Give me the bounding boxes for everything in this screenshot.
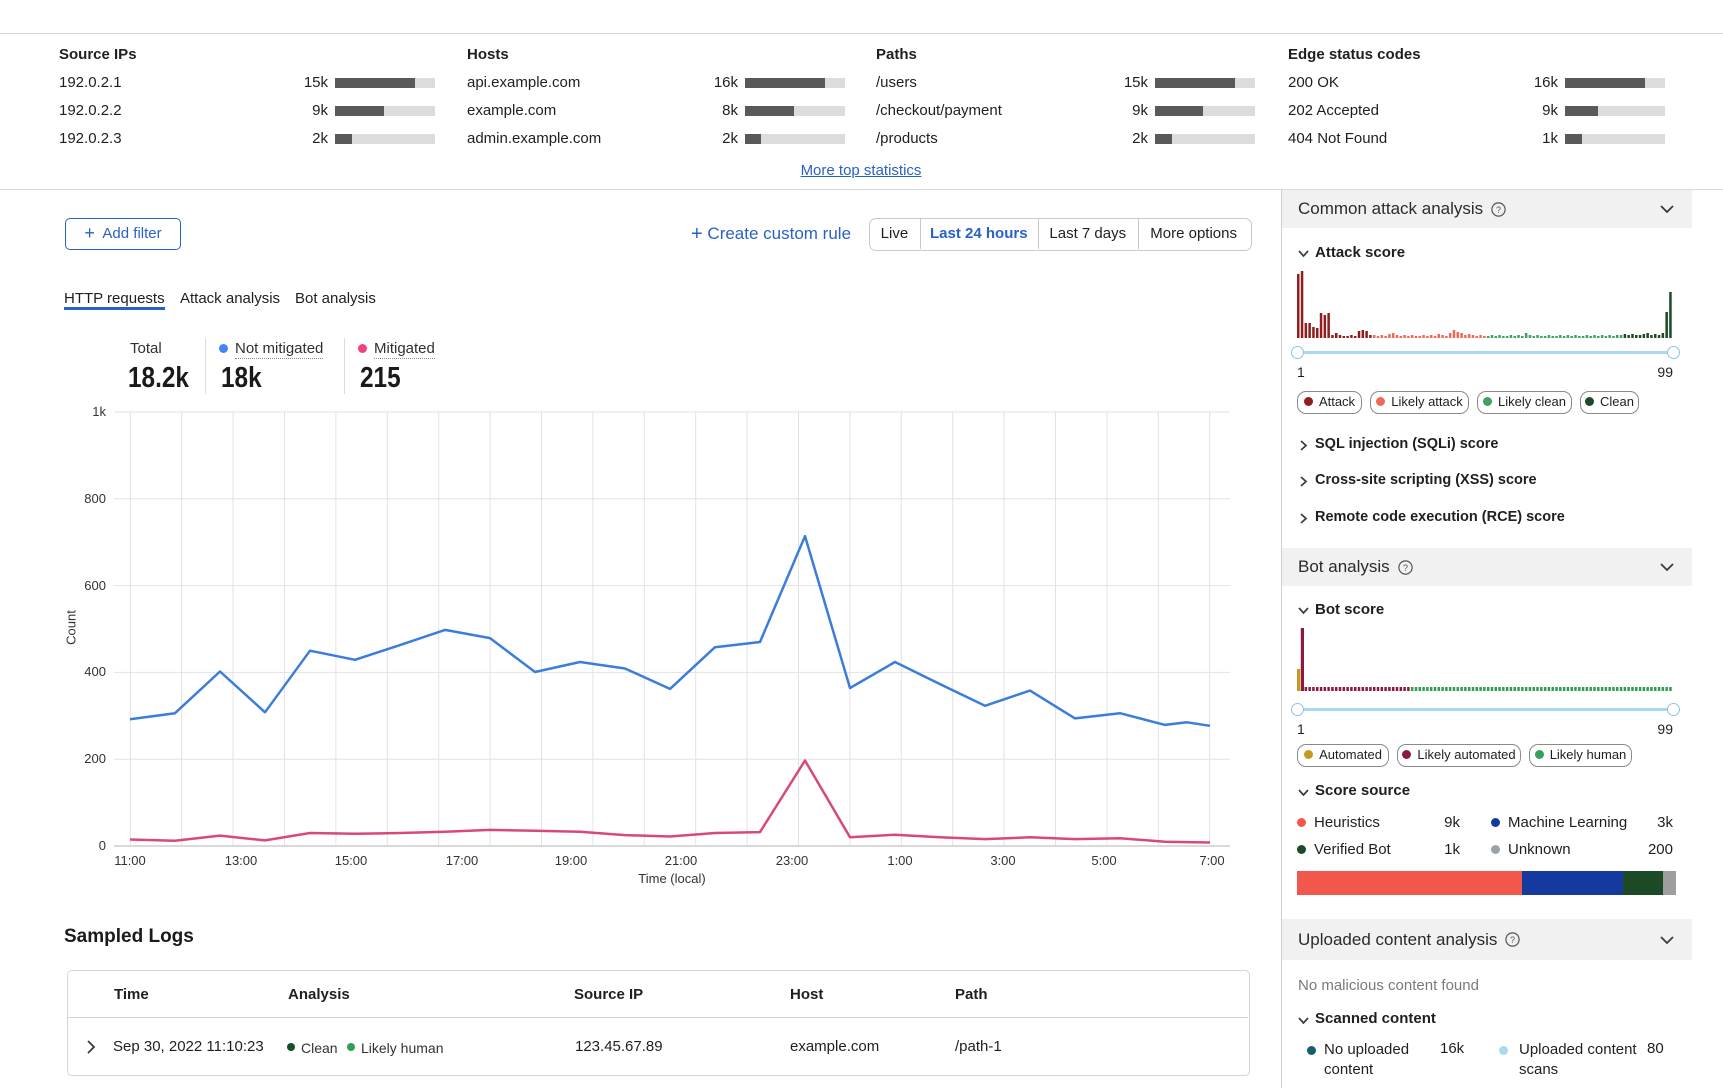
svg-text:?: ? <box>1496 204 1501 214</box>
svg-text:?: ? <box>1510 935 1515 945</box>
svg-text:?: ? <box>1403 562 1408 572</box>
